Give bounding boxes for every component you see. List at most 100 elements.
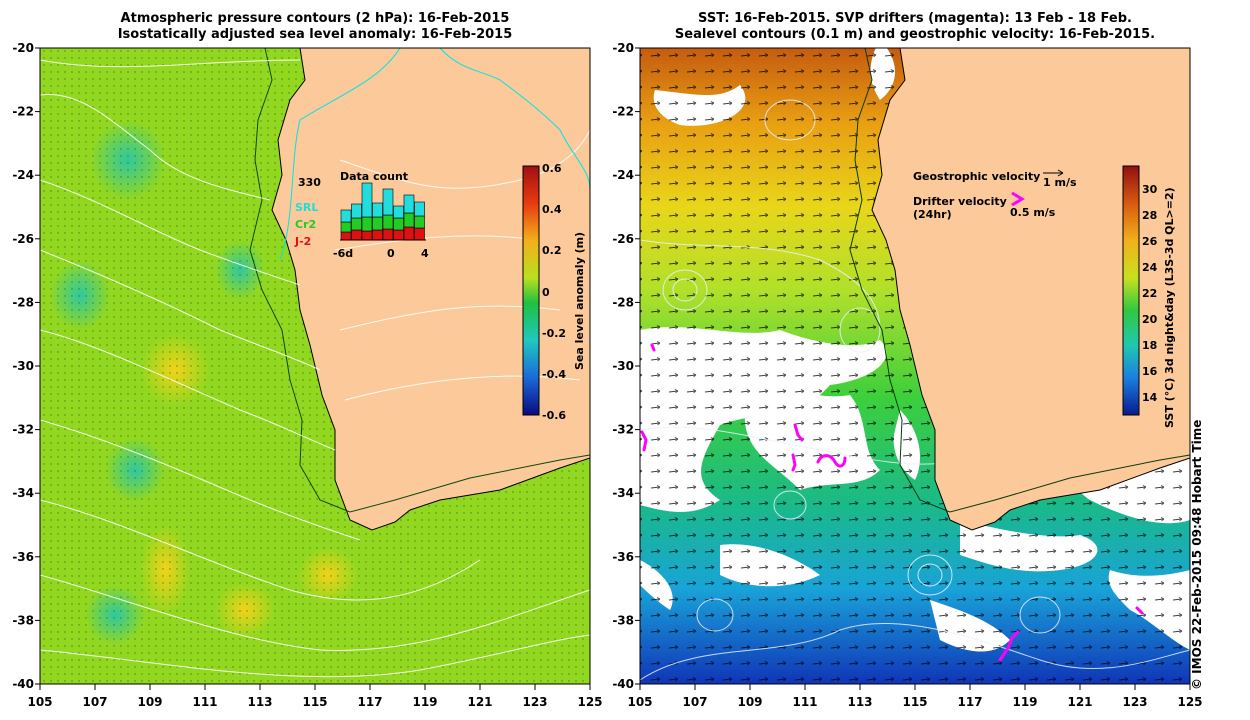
sla-colorbar-tick: 0.6 <box>542 162 562 175</box>
drifter-velocity-label: Drifter velocity <box>913 195 1007 208</box>
left-y-tick-label: -28 <box>12 295 34 309</box>
right-title-line1: SST: 16-Feb-2015. SVP drifters (magenta)… <box>698 11 1132 26</box>
left-x-tick-label: 109 <box>137 695 162 709</box>
right-y-tick-label: -32 <box>612 423 634 437</box>
inset-bar-segment <box>351 203 362 219</box>
sla-colorbar-tick: -0.2 <box>542 327 566 340</box>
right-x-tick-label: 111 <box>792 695 817 709</box>
inset-bar-segment <box>393 217 404 231</box>
inset-bar-segment <box>361 230 373 241</box>
pressure-contours <box>40 59 590 678</box>
australia-land <box>271 48 590 531</box>
right-x-tick-label: 113 <box>847 695 872 709</box>
sla-colorbar-tick: 0.2 <box>542 244 562 257</box>
left-y-tick-label: -36 <box>12 550 34 564</box>
sst-colorbar-tick: 28 <box>1142 209 1157 222</box>
left-title-line2: Isostatically adjusted sea level anomaly… <box>117 27 513 42</box>
geostrophic-velocity-label: Geostrophic velocity <box>913 170 1040 183</box>
inset-tick: 4 <box>421 247 429 260</box>
right-map <box>640 48 1190 684</box>
sst-colorbar-tick: 24 <box>1142 261 1158 274</box>
left-x-tick-label: 123 <box>522 695 547 709</box>
left-x-tick-label: 117 <box>357 695 382 709</box>
left-x-tick-label: 121 <box>467 695 492 709</box>
inset-bar-segment <box>372 229 383 241</box>
sst-colorbar-gradient <box>1122 165 1140 416</box>
inset-mission-srl: SRL <box>295 201 318 214</box>
inset-bar-segment <box>382 214 394 230</box>
right-y-tick-label: -34 <box>612 486 634 500</box>
inset-tick: 0 <box>387 247 395 260</box>
inset-bar-segment <box>414 201 425 217</box>
inset-bar-segment <box>351 229 362 241</box>
sst-colorbar-tick: 20 <box>1142 313 1158 326</box>
sla-colorbar-label: Sea level anomaly (m) <box>573 232 586 370</box>
sst-colorbar-tick: 16 <box>1142 365 1158 378</box>
right-y-tick-label: -20 <box>612 41 634 55</box>
right-x-tick-label: 123 <box>1122 695 1147 709</box>
right-x-tick-label: 107 <box>682 695 707 709</box>
data-count-inset: Data count 330 SRL Cr2 J-2 -6d 0 4 <box>294 170 429 260</box>
cyan-contour <box>279 48 401 261</box>
sst-colorbar-tick: 18 <box>1142 339 1157 352</box>
geostrophic-velocity-value: 1 m/s <box>1043 176 1077 189</box>
left-x-tick-label: 115 <box>302 695 327 709</box>
left-y-tick-label: -30 <box>12 359 34 373</box>
inset-bar-segment <box>372 202 383 218</box>
velocity-legend: Geostrophic velocity 1 m/s Drifter veloc… <box>913 169 1077 221</box>
left-x-tick-label: 105 <box>27 695 52 709</box>
right-title-line2: Sealevel contours (0.1 m) and geostrophi… <box>674 27 1156 42</box>
right-y-tick-label: -22 <box>612 105 634 119</box>
sst-colorbar-tick: 30 <box>1142 183 1158 196</box>
inset-bar-segment <box>403 194 415 214</box>
right-x-tick-label: 121 <box>1067 695 1092 709</box>
inset-bar-segment <box>382 228 394 241</box>
left-y-tick-label: -32 <box>12 423 34 437</box>
right-x-tick-label: 117 <box>957 695 982 709</box>
inset-bar-segment <box>340 221 352 233</box>
sla-colorbar: 0.6 0.4 0.2 0 -0.2 -0.4 -0.6 Sea level a… <box>522 162 586 422</box>
drifter-velocity-sub: (24hr) <box>913 208 952 221</box>
inset-bars <box>340 182 425 241</box>
shelf-contour <box>849 48 1190 513</box>
cyan-contour <box>439 48 590 191</box>
right-x-tick-label: 109 <box>737 695 762 709</box>
right-y-tick-label: -38 <box>612 613 634 627</box>
right-y-tick-label: -26 <box>612 232 634 246</box>
left-x-tick-label: 107 <box>82 695 107 709</box>
inset-bar-segment <box>351 217 362 231</box>
inset-bar-segment <box>340 209 352 223</box>
sla-colorbar-tick: -0.4 <box>542 368 566 381</box>
right-y-tick-label: -40 <box>612 677 634 691</box>
australia-land <box>871 48 1190 531</box>
inset-bar-segment <box>372 216 383 231</box>
axis-ticks: -20 -22 -24 -26 -28 -30 -32 -34 -36 -38 -40 105 107 1… <box>12 41 1202 709</box>
sst-colorbar-tick: 22 <box>1142 287 1157 300</box>
sla-colorbar-tick: 0.4 <box>542 203 562 216</box>
sla-colorbar-tick: 0 <box>542 286 550 299</box>
left-y-tick-label: -26 <box>12 232 34 246</box>
sla-colorbar-tick: -0.6 <box>542 409 566 422</box>
arrow-head-icon <box>1057 169 1064 177</box>
inset-title: Data count <box>340 170 408 183</box>
sla-colorbar-gradient <box>522 165 540 416</box>
right-y-tick-label: -36 <box>612 550 634 564</box>
left-x-tick-label: 125 <box>577 695 602 709</box>
left-y-tick-label: -24 <box>12 168 34 182</box>
inset-bar-segment <box>403 212 415 228</box>
right-x-tick-label: 125 <box>1177 695 1202 709</box>
left-x-tick-label: 113 <box>247 695 272 709</box>
inset-mission-cr2: Cr2 <box>295 218 316 231</box>
inset-bar-segment <box>361 182 373 218</box>
inset-bar-segment <box>393 229 404 241</box>
drifter-velocity-value: 0.5 m/s <box>1010 206 1056 219</box>
sst-colorbar-tick: 26 <box>1142 235 1158 248</box>
inset-tick: -6d <box>333 247 353 260</box>
right-y-tick-label: -24 <box>612 168 634 182</box>
left-title-line1: Atmospheric pressure contours (2 hPa): 1… <box>120 11 510 26</box>
sealevel-contours <box>640 99 1190 681</box>
left-map <box>40 48 590 684</box>
sst-colorbar-label: SST (°C) 3d night&day (L3S-3d QL>=2) <box>1163 187 1176 428</box>
inset-mission-j2: J-2 <box>294 235 311 248</box>
drifter-scale-arrow-icon <box>1011 191 1025 207</box>
